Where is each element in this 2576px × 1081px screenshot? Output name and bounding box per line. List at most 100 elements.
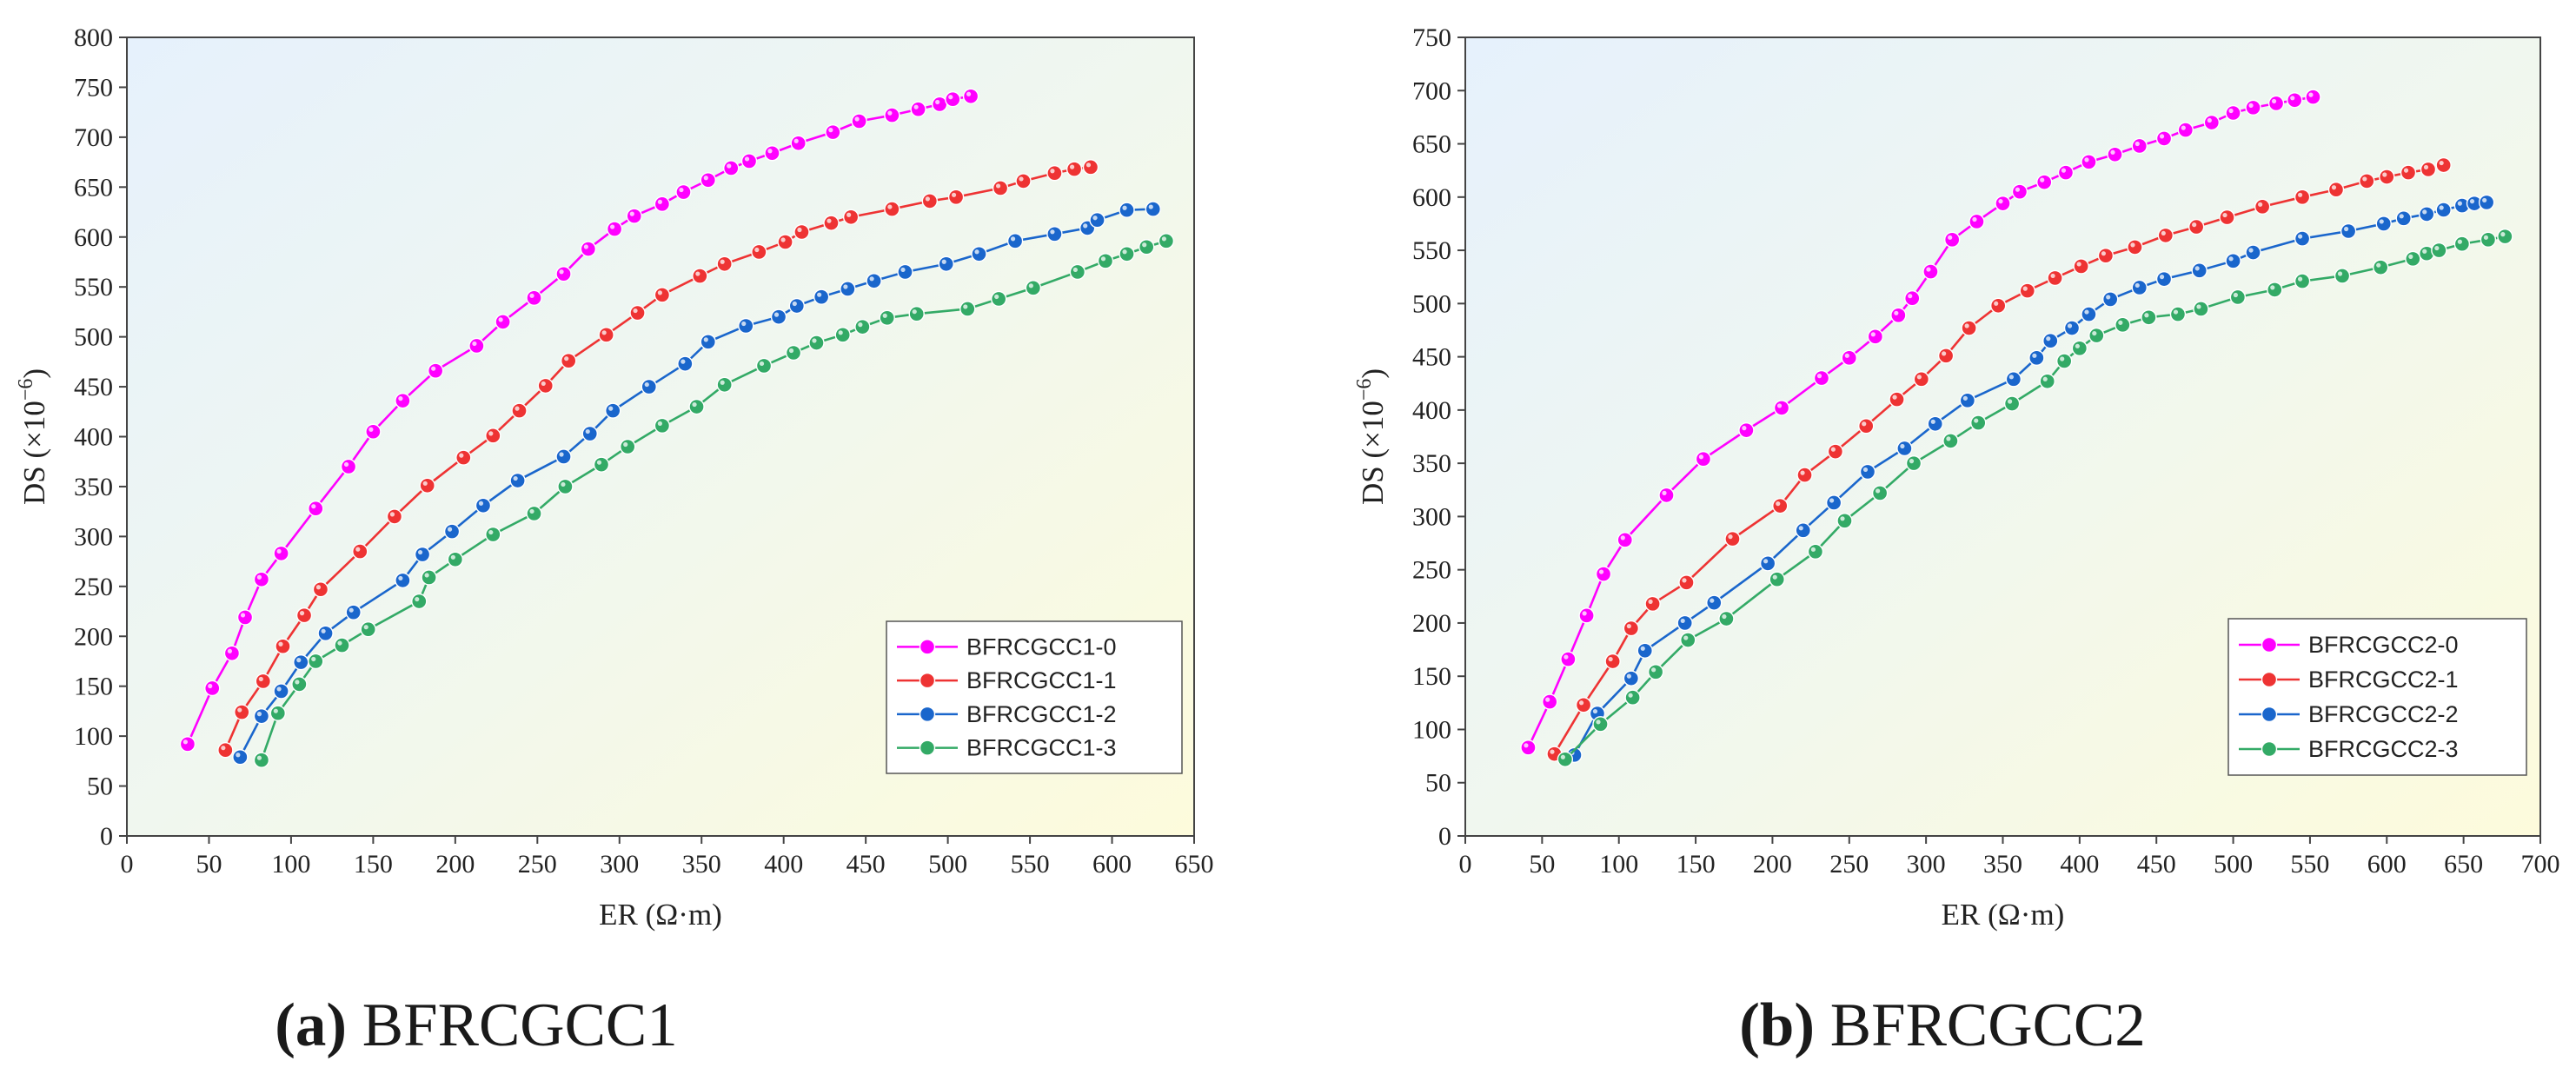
data-point [808, 335, 825, 351]
y-axis-title-exponent: −6 [15, 379, 37, 401]
x-tick-label: 450 [846, 850, 886, 879]
data-point-highlight [2022, 286, 2028, 291]
data-point [537, 377, 554, 395]
legend-swatch-marker [2261, 706, 2278, 723]
legend-swatch-marker [919, 639, 936, 655]
legend: BFRCGCC2-0 BFRCGCC2-1 BFRCGCC2-2 BFRCGCC2-3 [2227, 618, 2527, 776]
data-point-highlight [657, 290, 662, 295]
data-point [273, 545, 289, 562]
data-point-highlight [1930, 419, 1935, 424]
data-point-highlight [1682, 578, 1687, 583]
data-point-highlight [1524, 743, 1529, 748]
data-point-highlight [935, 99, 940, 105]
data-point [1913, 371, 1930, 388]
data-point [236, 609, 254, 626]
data-point-highlight [2376, 262, 2381, 268]
data-point [1158, 233, 1175, 249]
data-point-highlight [1069, 164, 1075, 169]
data-point [1706, 594, 1723, 611]
data-point-highlight [1620, 535, 1625, 540]
data-point [495, 314, 511, 330]
data-point-highlight [629, 211, 634, 216]
data-point [317, 625, 334, 642]
data-point-highlight [657, 421, 662, 426]
data-point [308, 501, 324, 517]
data-point-highlight [854, 116, 860, 122]
data-point-highlight [240, 613, 246, 618]
x-tick-label: 200 [435, 850, 475, 879]
x-tick-label: 450 [2137, 850, 2176, 879]
data-point-highlight [1122, 205, 1127, 210]
y-tick-label: 500 [1412, 289, 1451, 318]
data-point-highlight [2469, 199, 2475, 204]
panel-b-chart: 0 50 100 150 200 250 300 350 400 450 500 550 600 650 7… [1353, 23, 2560, 932]
data-point-highlight [1628, 693, 1633, 698]
data-point-highlight [564, 356, 569, 361]
data-point [1578, 607, 1595, 624]
x-tick-label: 0 [1459, 850, 1472, 879]
data-point [232, 749, 249, 766]
data-point-highlight [1092, 216, 1098, 221]
data-point [2219, 209, 2235, 226]
data-point [1066, 161, 1083, 177]
data-point-highlight [541, 381, 546, 387]
data-point-highlight [1800, 470, 1805, 475]
data-point [414, 546, 431, 563]
data-point-highlight [1050, 229, 1055, 235]
x-axis-title: ER (Ω·m) [599, 898, 722, 932]
data-point-highlight [1900, 443, 1905, 449]
data-point [813, 288, 830, 305]
data-point [1680, 632, 1696, 648]
y-tick-label: 550 [74, 273, 113, 302]
data-point [2131, 279, 2148, 296]
data-point-highlight [754, 247, 760, 253]
data-point [1813, 369, 1830, 387]
data-point [1871, 485, 1889, 501]
data-point [1082, 159, 1099, 176]
data-point [593, 456, 610, 473]
data-point-highlight [1680, 618, 1685, 624]
data-point [455, 449, 472, 466]
data-point-highlight [1582, 611, 1587, 616]
data-point [908, 306, 925, 322]
data-point-highlight [450, 554, 455, 560]
data-point-highlight [236, 753, 241, 758]
data-point-highlight [1083, 223, 1088, 229]
data-point-highlight [2500, 232, 2506, 237]
data-point-highlight [321, 628, 326, 633]
data-point [884, 107, 900, 123]
data-point-highlight [1972, 216, 1977, 222]
data-point-highlight [720, 380, 725, 385]
legend-swatch-marker [2261, 671, 2278, 688]
data-point [1592, 716, 1609, 733]
data-point [1089, 212, 1105, 229]
data-point-highlight [1946, 436, 1951, 441]
data-point [2203, 114, 2221, 131]
legend-label: BFRCGCC2-1 [2308, 667, 2459, 693]
data-point-highlight [1870, 332, 1876, 337]
x-tick-label: 250 [518, 850, 557, 879]
data-point-highlight [1829, 498, 1835, 503]
y-tick-label: 450 [74, 373, 113, 401]
series-BFRCGCC2-3 [1557, 228, 2513, 767]
x-tick-label: 0 [121, 850, 134, 879]
x-tick-label: 100 [1599, 850, 1638, 879]
data-point-highlight [1964, 323, 1969, 328]
data-point-highlight [2297, 276, 2303, 282]
y-tick-label: 400 [1412, 396, 1451, 425]
data-point-highlight [843, 284, 848, 289]
data-point [2359, 173, 2375, 189]
data-point [308, 653, 324, 670]
data-point-highlight [2106, 295, 2111, 300]
data-point-highlight [995, 183, 1001, 189]
data-point [1995, 195, 2011, 212]
data-point [2294, 189, 2311, 206]
data-point-highlight [780, 237, 786, 242]
y-tick-label: 800 [74, 23, 113, 52]
data-point [2055, 353, 2073, 369]
y-tick-label: 650 [1412, 130, 1451, 159]
data-point [2225, 253, 2241, 269]
data-point [340, 458, 357, 475]
data-point [851, 113, 867, 129]
data-point [777, 234, 793, 250]
